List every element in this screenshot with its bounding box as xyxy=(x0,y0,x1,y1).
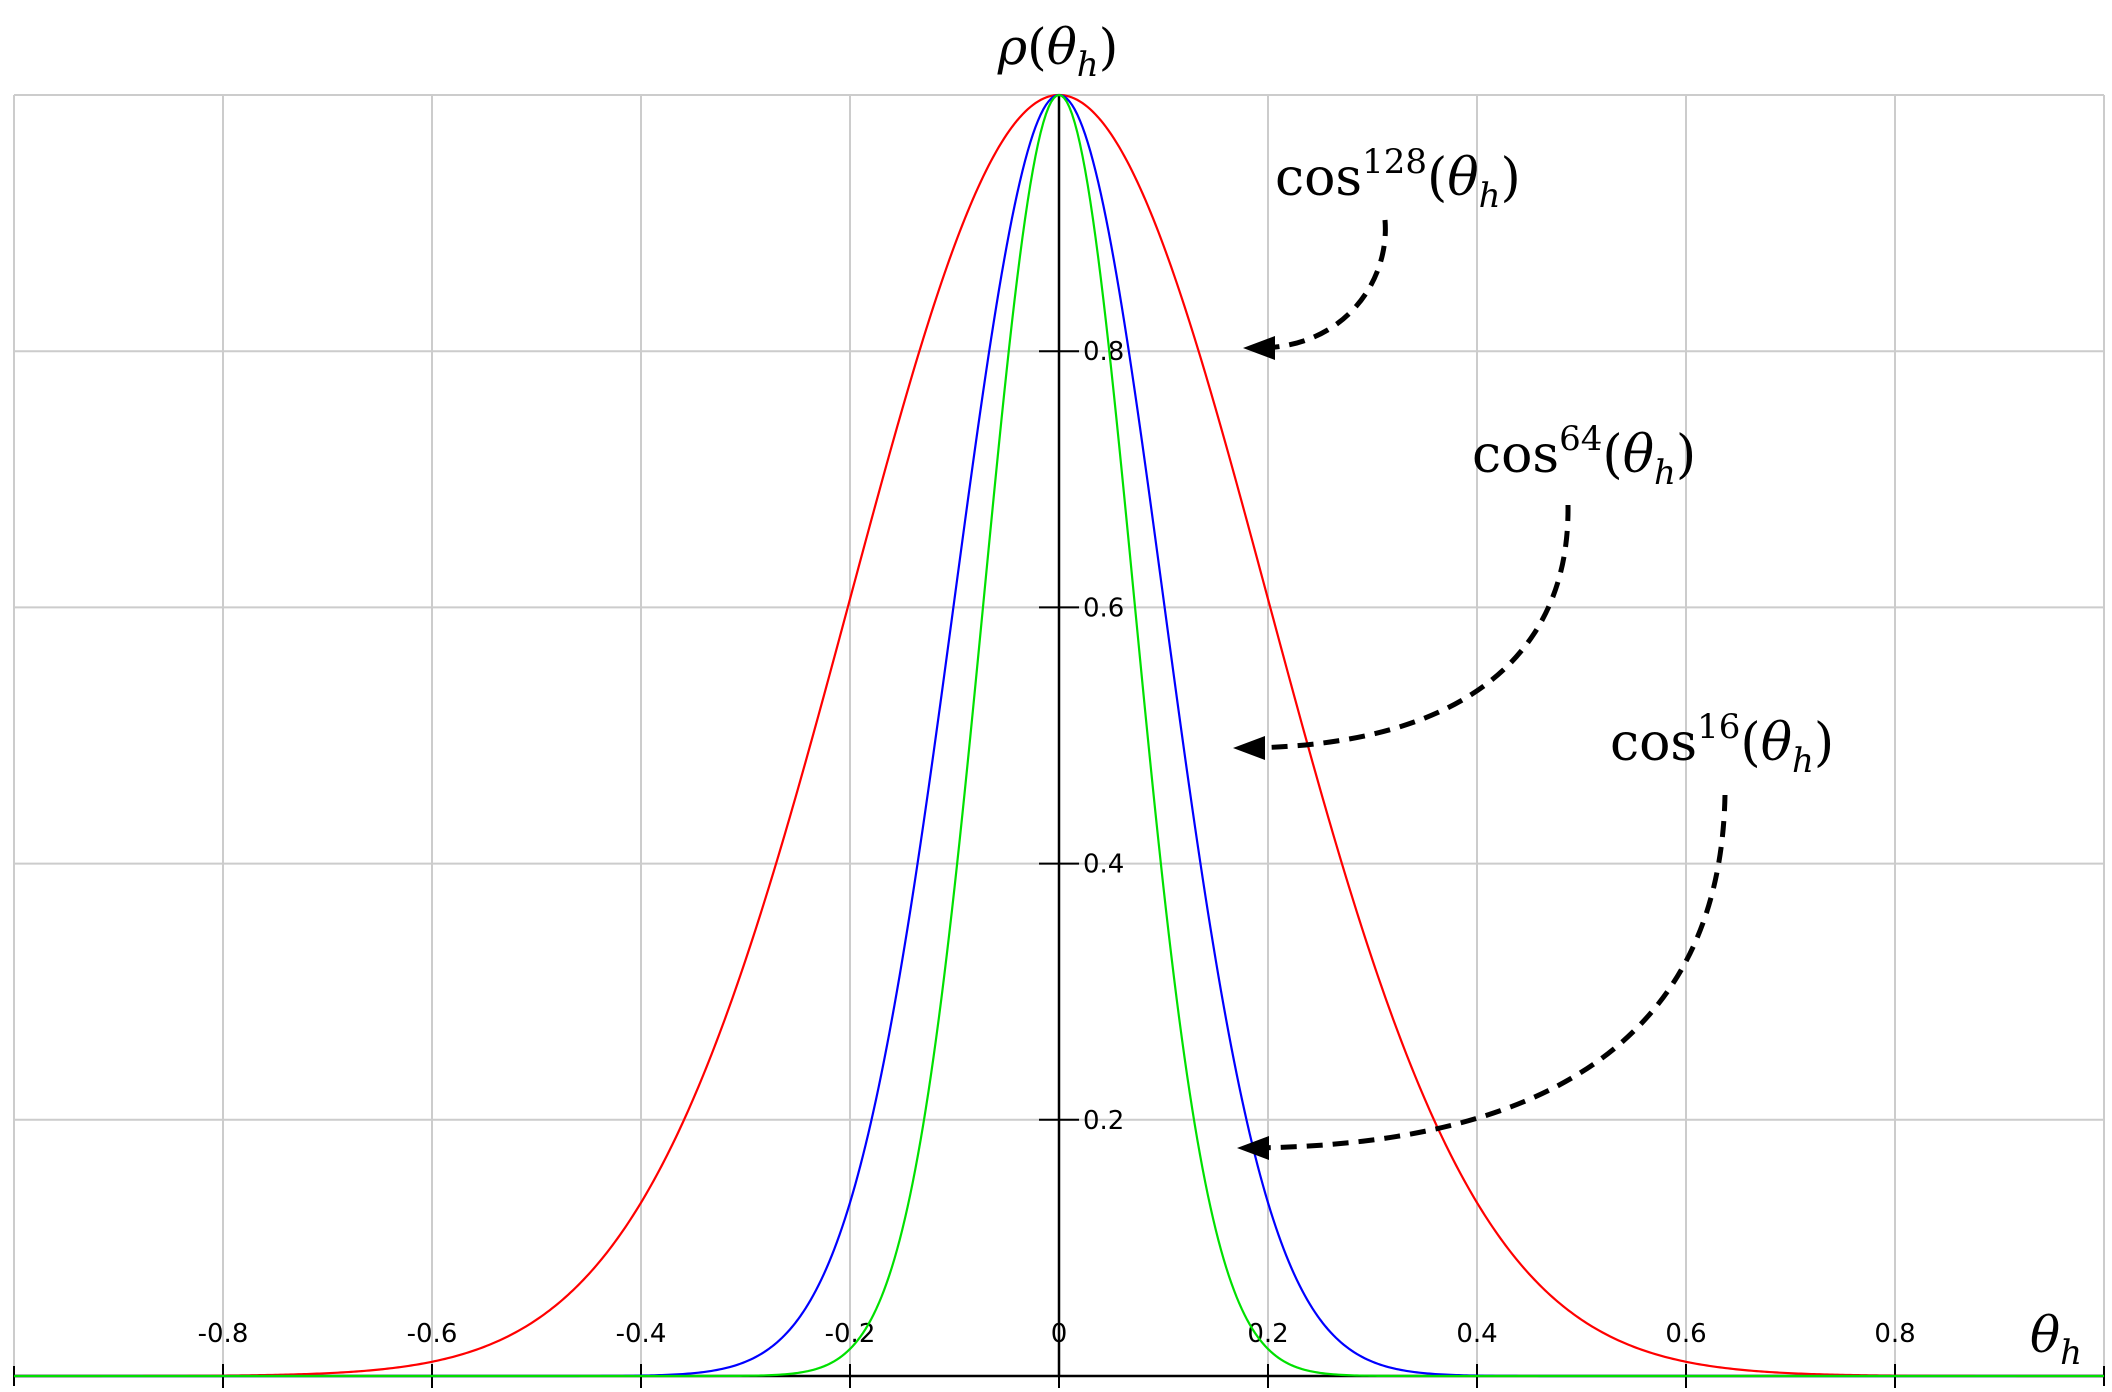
annotation-arrow-cos128 xyxy=(1257,219,1388,351)
x-tick-label: 0.4 xyxy=(1456,1319,1497,1349)
x-tick-label: 0.8 xyxy=(1874,1319,1915,1349)
y-axis-label: ρ(θh) xyxy=(997,18,1118,85)
x-tick-label: -0.2 xyxy=(825,1319,876,1349)
x-tick-label: -0.8 xyxy=(198,1319,249,1349)
y-tick-label: 0.6 xyxy=(1083,593,1124,623)
annotation-arrow-cos64 xyxy=(1247,504,1571,751)
arrowhead-icon xyxy=(1237,1136,1269,1160)
x-tick-label: -0.6 xyxy=(407,1319,458,1349)
annotation-arrow-cos16 xyxy=(1251,794,1728,1151)
x-tick-label: -0.4 xyxy=(616,1319,667,1349)
y-tick-label: 0.4 xyxy=(1083,850,1124,880)
x-tick-label: 0.2 xyxy=(1247,1319,1288,1349)
arrowhead-icon xyxy=(1243,336,1275,360)
annotation-label-cos64: cos64(θh) xyxy=(1472,419,1696,493)
annotations: cos128(θh) cos64(θh) cos16(θh) xyxy=(1233,142,1834,1160)
y-tick-label: 0.2 xyxy=(1083,1106,1124,1136)
x-axis-label: θh xyxy=(2030,1306,2082,1373)
x-tick-label: 0 xyxy=(1051,1319,1068,1349)
series-lines xyxy=(13,93,2105,1378)
x-tick-label: 0.6 xyxy=(1665,1319,1706,1349)
annotation-label-cos128: cos128(θh) xyxy=(1275,142,1521,216)
annotation-label-cos16: cos16(θh) xyxy=(1610,707,1834,781)
y-tick-label: 0.8 xyxy=(1083,337,1124,367)
arrowhead-icon xyxy=(1233,736,1265,760)
series-line-cos128 xyxy=(14,93,2104,1378)
